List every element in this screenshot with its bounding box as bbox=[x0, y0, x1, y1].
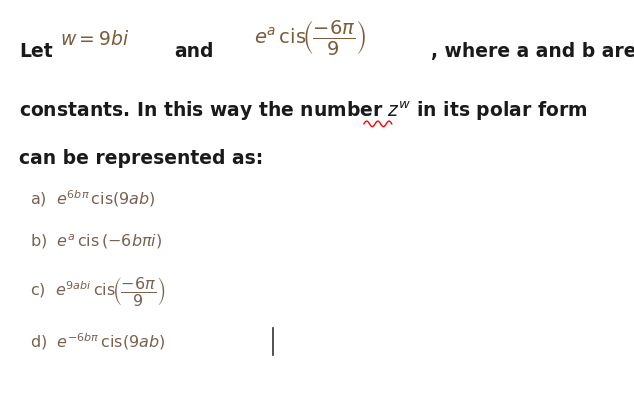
Text: $e^{a}\,\mathrm{cis}\!\left(\dfrac{-6\pi}{9}\right)$: $e^{a}\,\mathrm{cis}\!\left(\dfrac{-6\pi… bbox=[254, 18, 367, 57]
Text: a)  $e^{6b\pi}\,\mathrm{cis}(9ab)$: a) $e^{6b\pi}\,\mathrm{cis}(9ab)$ bbox=[30, 188, 156, 209]
Text: , where a and b are real: , where a and b are real bbox=[431, 42, 634, 61]
Text: $w = 9bi$: $w = 9bi$ bbox=[60, 30, 130, 49]
Text: b)  $e^{a}\,\mathrm{cis}\,(-6b\pi i)$: b) $e^{a}\,\mathrm{cis}\,(-6b\pi i)$ bbox=[30, 233, 163, 251]
Text: Let: Let bbox=[19, 42, 53, 61]
Text: c)  $e^{9abi}\,\mathrm{cis}\!\left(\dfrac{-6\pi}{9}\right)$: c) $e^{9abi}\,\mathrm{cis}\!\left(\dfrac… bbox=[30, 275, 165, 308]
Text: d)  $e^{-6b\pi}\,\mathrm{cis}(9ab)$: d) $e^{-6b\pi}\,\mathrm{cis}(9ab)$ bbox=[30, 331, 166, 352]
Text: constants. In this way the number $z^{w}$ in its polar form: constants. In this way the number $z^{w}… bbox=[19, 100, 587, 123]
Text: and: and bbox=[174, 42, 214, 61]
Text: can be represented as:: can be represented as: bbox=[19, 149, 263, 168]
